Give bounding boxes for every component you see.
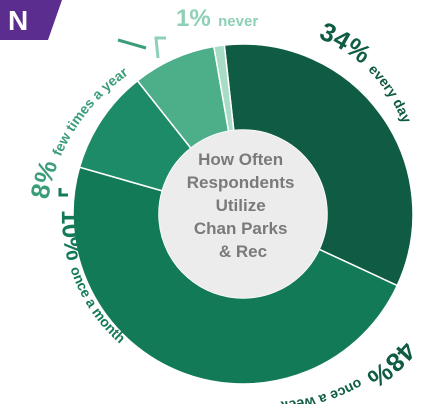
header-tab: N: [0, 0, 62, 40]
center-title-line-3: Utilize: [216, 196, 266, 215]
center-title-line-2: Respondents: [187, 173, 295, 192]
label-never: 1% never: [176, 5, 258, 32]
center-title-line-4: Chan Parks: [194, 219, 288, 238]
center-title: How Often Respondents Utilize Chan Parks…: [187, 150, 299, 261]
guide-once-a-month: [58, 188, 68, 197]
label-guides: [58, 36, 166, 197]
guide-few-times-a-year: [117, 38, 147, 50]
header-tab-text: N: [8, 5, 28, 36]
label-every-day-pct: 34%: [316, 16, 377, 69]
label-never-pct: 1%: [176, 5, 211, 32]
label-few-times-a-year-pct: 8%: [24, 156, 63, 201]
donut-hole: [159, 130, 327, 298]
center-title-line-1: How Often: [198, 150, 283, 169]
center-title-line-5: & Rec: [219, 242, 267, 261]
label-once-a-week-text: once a week: [280, 376, 365, 404]
label-once-a-month-pct: 10%: [56, 210, 91, 263]
label-once-a-week-pct: 48%: [362, 336, 422, 394]
label-never-text: never: [218, 13, 258, 30]
guide-never: [154, 36, 166, 59]
donut-slices: [72, 43, 414, 385]
